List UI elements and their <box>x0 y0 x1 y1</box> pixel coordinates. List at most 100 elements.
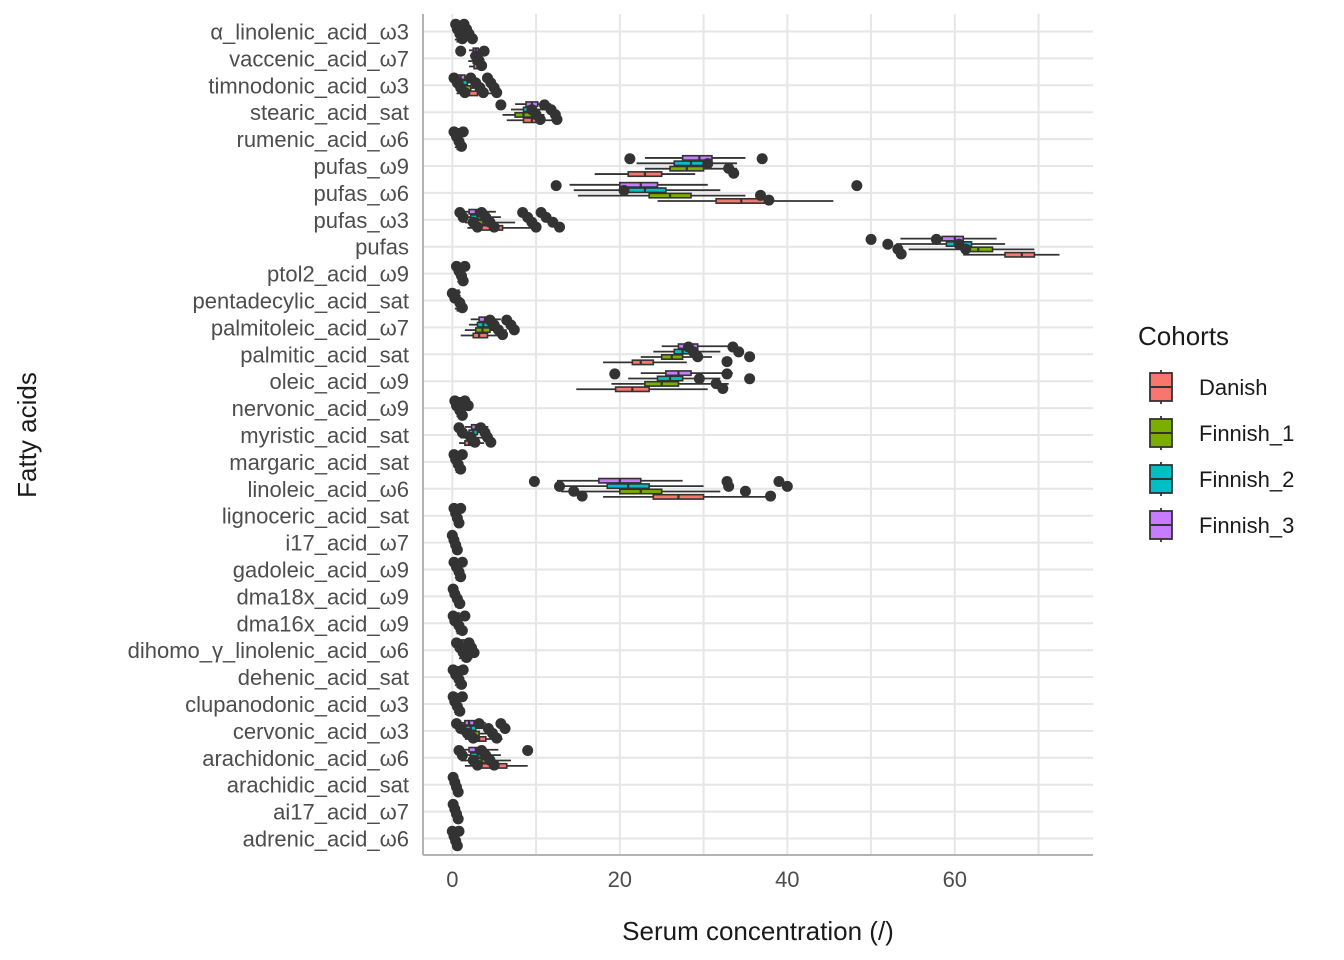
y-tick-label: clupanodonic_acid_ω3 <box>185 692 409 717</box>
category-boxplot-group <box>449 395 474 421</box>
outlier-point <box>455 45 467 57</box>
category-boxplot-group <box>447 691 468 717</box>
outlier-point <box>568 485 580 497</box>
y-axis-title: Fatty acids <box>12 372 42 498</box>
y-tick-label: lignoceric_acid_sat <box>222 504 409 529</box>
outlier-point <box>451 544 463 556</box>
outlier-point <box>721 368 733 380</box>
outlier-point <box>693 373 705 385</box>
axes <box>422 14 1093 856</box>
outlier-point <box>497 329 509 341</box>
outlier-point <box>459 87 471 99</box>
outlier-point <box>451 840 463 852</box>
legend-item-finnish_1: Finnish_1 <box>1149 416 1294 450</box>
outlier-point <box>554 221 566 233</box>
outlier-point <box>851 180 863 192</box>
y-tick-label: rumenic_acid_ω6 <box>237 127 410 152</box>
y-tick-label: i17_acid_ω7 <box>285 531 409 556</box>
outlier-point <box>865 233 877 245</box>
box-finnish_3 <box>619 181 659 188</box>
category-boxplot-group <box>453 745 534 771</box>
outlier-point <box>456 625 468 637</box>
y-tick-label: adrenic_acid_ω6 <box>243 827 409 852</box>
y-tick-label: ptol2_acid_ω9 <box>267 262 409 287</box>
category-boxplot-group <box>448 126 469 152</box>
legend-item-finnish_2: Finnish_2 <box>1149 462 1294 496</box>
category-boxplot-group <box>447 664 469 690</box>
outlier-point <box>528 476 540 488</box>
y-tick-label: arachidonic_acid_ω6 <box>202 746 409 771</box>
outlier-point <box>454 705 466 717</box>
category-boxplot-group <box>446 529 463 556</box>
outlier-point <box>466 33 478 45</box>
outlier-point <box>495 99 507 111</box>
outlier-point <box>455 463 467 475</box>
outlier-point <box>781 480 793 492</box>
y-tick-label: pufas_ω3 <box>314 208 409 233</box>
outlier-point <box>452 786 464 798</box>
y-tick-label: stearic_acid_sat <box>250 100 409 125</box>
y-tick-label: dihomo_γ_linolenic_acid_ω6 <box>128 638 409 663</box>
legend-label: Danish <box>1199 375 1267 400</box>
outlier-point <box>733 346 745 358</box>
y-tick-label: arachidic_acid_sat <box>227 773 409 798</box>
y-tick-label: timnodonic_acid_ω3 <box>208 73 409 98</box>
outlier-point <box>499 722 511 734</box>
outlier-point <box>454 598 466 610</box>
category-boxplot-group <box>576 368 756 394</box>
outlier-point <box>476 60 488 72</box>
outlier-point <box>456 427 468 439</box>
outlier-point <box>456 691 468 703</box>
outlier-point <box>756 153 768 165</box>
box-finnish_3 <box>681 154 713 161</box>
outlier-point <box>488 759 500 771</box>
category-boxplot-group <box>451 637 480 663</box>
outlier-point <box>467 732 479 744</box>
outlier-point <box>576 490 588 502</box>
outlier-point <box>457 211 469 223</box>
outlier-point <box>488 221 500 233</box>
x-tick-label: 40 <box>775 867 799 892</box>
outlier-point <box>477 87 489 99</box>
outlier-point <box>755 189 767 201</box>
outlier-point <box>452 813 464 825</box>
outlier-point <box>456 302 468 314</box>
y-tick-label: pufas_ω6 <box>314 181 409 206</box>
outlier-point <box>550 180 562 192</box>
x-tick-label: 60 <box>943 867 967 892</box>
outlier-point <box>522 745 534 757</box>
category-boxplot-group <box>455 45 490 72</box>
box-danish <box>472 332 489 339</box>
category-boxplot-group <box>528 476 793 502</box>
outlier-point <box>773 476 785 488</box>
category-boxplot-group <box>495 99 563 125</box>
legend-label: Finnish_1 <box>1199 421 1294 446</box>
y-tick-label: ai17_acid_ω7 <box>273 800 409 825</box>
y-tick-label: palmitic_acid_sat <box>240 342 409 367</box>
outlier-point <box>456 140 468 152</box>
legend-label: Finnish_3 <box>1199 513 1294 538</box>
y-tick-label: oleic_acid_ω9 <box>270 369 410 394</box>
x-axis-title: Serum concentration (/) <box>622 916 894 946</box>
outlier-point <box>455 571 467 583</box>
box-finnish_3 <box>941 235 964 242</box>
y-tick-label: vaccenic_acid_ω7 <box>229 46 409 71</box>
outlier-point <box>462 400 474 412</box>
outlier-point <box>473 718 485 730</box>
outlier-point <box>530 221 542 233</box>
box-danish <box>1004 251 1036 258</box>
y-tick-label: palmitoleic_acid_ω7 <box>211 315 409 340</box>
category-boxplot-group <box>446 287 468 314</box>
outlier-point <box>692 351 704 363</box>
outlier-point <box>534 113 546 125</box>
y-tick-label: myristic_acid_sat <box>240 423 409 448</box>
category-boxplot-group <box>446 825 465 852</box>
y-tick-label: nervonic_acid_ω9 <box>232 396 409 421</box>
outlier-point <box>456 678 468 690</box>
outlier-point <box>624 153 636 165</box>
category-boxplot-group <box>454 207 566 233</box>
outlier-point <box>453 517 465 529</box>
outlier-point <box>471 759 483 771</box>
y-tick-label: pufas_ω9 <box>314 154 409 179</box>
outlier-point <box>468 647 480 659</box>
